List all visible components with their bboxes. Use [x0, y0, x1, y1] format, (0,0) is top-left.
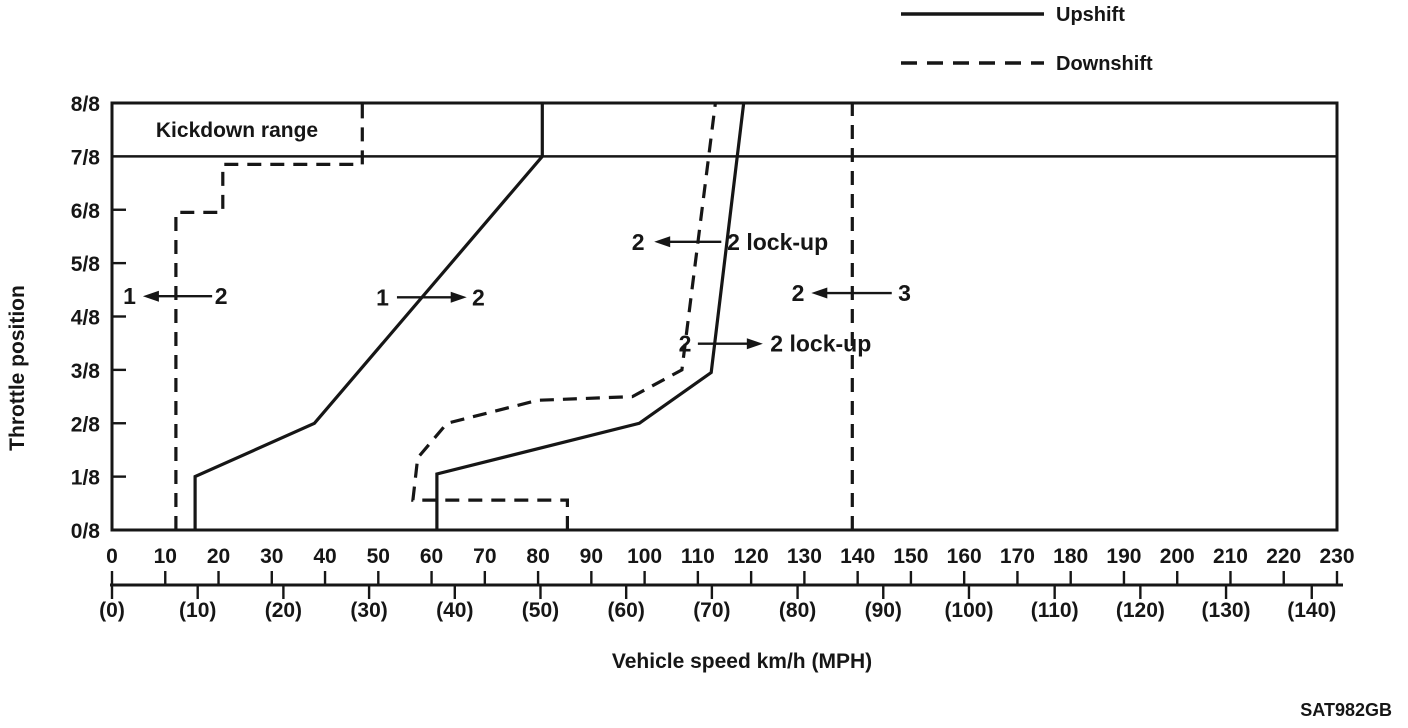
kmh-tick-label: 130: [787, 545, 822, 568]
kmh-tick-label: 60: [420, 545, 443, 568]
kmh-tick-label: 200: [1160, 545, 1195, 568]
mph-tick-label: (70): [693, 599, 730, 622]
kmh-tick-label: 230: [1319, 545, 1354, 568]
label-2-to-2lockup-arrow-head-icon: [746, 338, 763, 350]
plot-area: 0/8 1/8 2/8 3/8 4/8 5/8 6/8 7/8 8/8 0 10 20 30 40 50 60…: [71, 93, 1355, 622]
mph-tick-label: (140): [1287, 599, 1336, 622]
legend: Upshift Downshift: [901, 4, 1153, 75]
y-tick-label: 1/8: [71, 467, 101, 490]
label-2-to-2lockup-left-text: 2: [679, 331, 692, 357]
label-3-to-2-left-text: 2: [792, 280, 805, 306]
label-2-to-1-right-text: 2: [215, 283, 228, 309]
label-2lockup-to-2-arrow-head-icon: [654, 236, 671, 248]
mph-tick-label: (10): [179, 599, 216, 622]
kmh-tick-label: 100: [627, 545, 662, 568]
series-upshift-2-to-2-lockup: [435, 102, 746, 530]
kmh-tick-label: 10: [154, 545, 177, 568]
mph-tick-label: (100): [944, 599, 993, 622]
y-tick-label: 4/8: [71, 307, 101, 330]
kmh-tick-label: 170: [1000, 545, 1035, 568]
label-3-to-2-right-text: 3: [898, 280, 911, 306]
y-tick-label: 2/8: [71, 413, 101, 436]
mph-tick-label: (80): [779, 599, 816, 622]
kmh-tick-label: 50: [367, 545, 390, 568]
kmh-tick-label: 90: [580, 545, 603, 568]
mph-tick-label: (20): [265, 599, 302, 622]
series-upshift-1-to-2: [193, 103, 544, 530]
mph-tick-label: (110): [1031, 599, 1079, 622]
y-tick-label: 3/8: [71, 360, 101, 383]
kmh-tick-label: 70: [473, 545, 496, 568]
mph-tick-label: (90): [865, 599, 902, 622]
series-downshift-2-lockup-to-2: [411, 102, 717, 530]
y-tick-label: 7/8: [71, 146, 101, 169]
legend-downshift-label: Downshift: [1056, 53, 1153, 75]
label-2-to-1-left-text: 1: [123, 283, 136, 309]
kmh-tick-label: 160: [947, 545, 982, 568]
y-tick-label: 0/8: [71, 520, 101, 543]
y-axis-title: Throttle position: [6, 285, 29, 451]
series-downshift-2-to-1: [174, 103, 364, 530]
label-2-to-2lockup-right-text: 2 lock-up: [770, 331, 871, 357]
kmh-tick-label: 220: [1266, 545, 1301, 568]
kmh-tick-label: 120: [734, 545, 769, 568]
figure-code: SAT982GB: [1300, 700, 1392, 720]
mph-tick-label: (60): [608, 599, 645, 622]
kmh-tick-label: 140: [840, 545, 875, 568]
y-tick-label: 8/8: [71, 93, 101, 116]
kmh-tick-label: 80: [526, 545, 549, 568]
y-tick-label: 6/8: [71, 200, 101, 223]
y-tick-label: 5/8: [71, 253, 101, 276]
legend-upshift-label: Upshift: [1056, 4, 1125, 26]
kmh-tick-label: 180: [1053, 545, 1088, 568]
kmh-tick-label: 20: [207, 545, 230, 568]
x-axis-title: Vehicle speed km/h (MPH): [612, 650, 872, 673]
label-1-to-2-left-text: 1: [376, 284, 389, 310]
label-1-to-2-right-text: 2: [472, 284, 485, 310]
mph-tick-label: (30): [350, 599, 387, 622]
label-3-to-2-arrow-head-icon: [811, 287, 828, 299]
label-2-to-1-arrow-head-icon: [142, 290, 159, 302]
mph-tick-label: (0): [99, 599, 125, 622]
kickdown-range-label: Kickdown range: [156, 119, 318, 142]
kmh-tick-label: 40: [313, 545, 336, 568]
mph-tick-label: (130): [1202, 599, 1251, 622]
label-2lockup-to-2-right-text: 2 lock-up: [727, 229, 828, 255]
mph-tick-label: (120): [1116, 599, 1165, 622]
label-2lockup-to-2-left-text: 2: [632, 229, 645, 255]
kmh-tick-label: 30: [260, 545, 283, 568]
label-1-to-2-arrow-head-icon: [450, 291, 467, 303]
mph-tick-label: (40): [436, 599, 473, 622]
kmh-tick-label: 110: [681, 545, 715, 568]
kmh-tick-label: 210: [1213, 545, 1248, 568]
mph-tick-label: (50): [522, 599, 559, 622]
kmh-tick-label: 0: [106, 545, 118, 568]
kmh-tick-label: 150: [893, 545, 928, 568]
kmh-tick-label: 190: [1106, 545, 1141, 568]
plot-border: [110, 101, 1339, 532]
